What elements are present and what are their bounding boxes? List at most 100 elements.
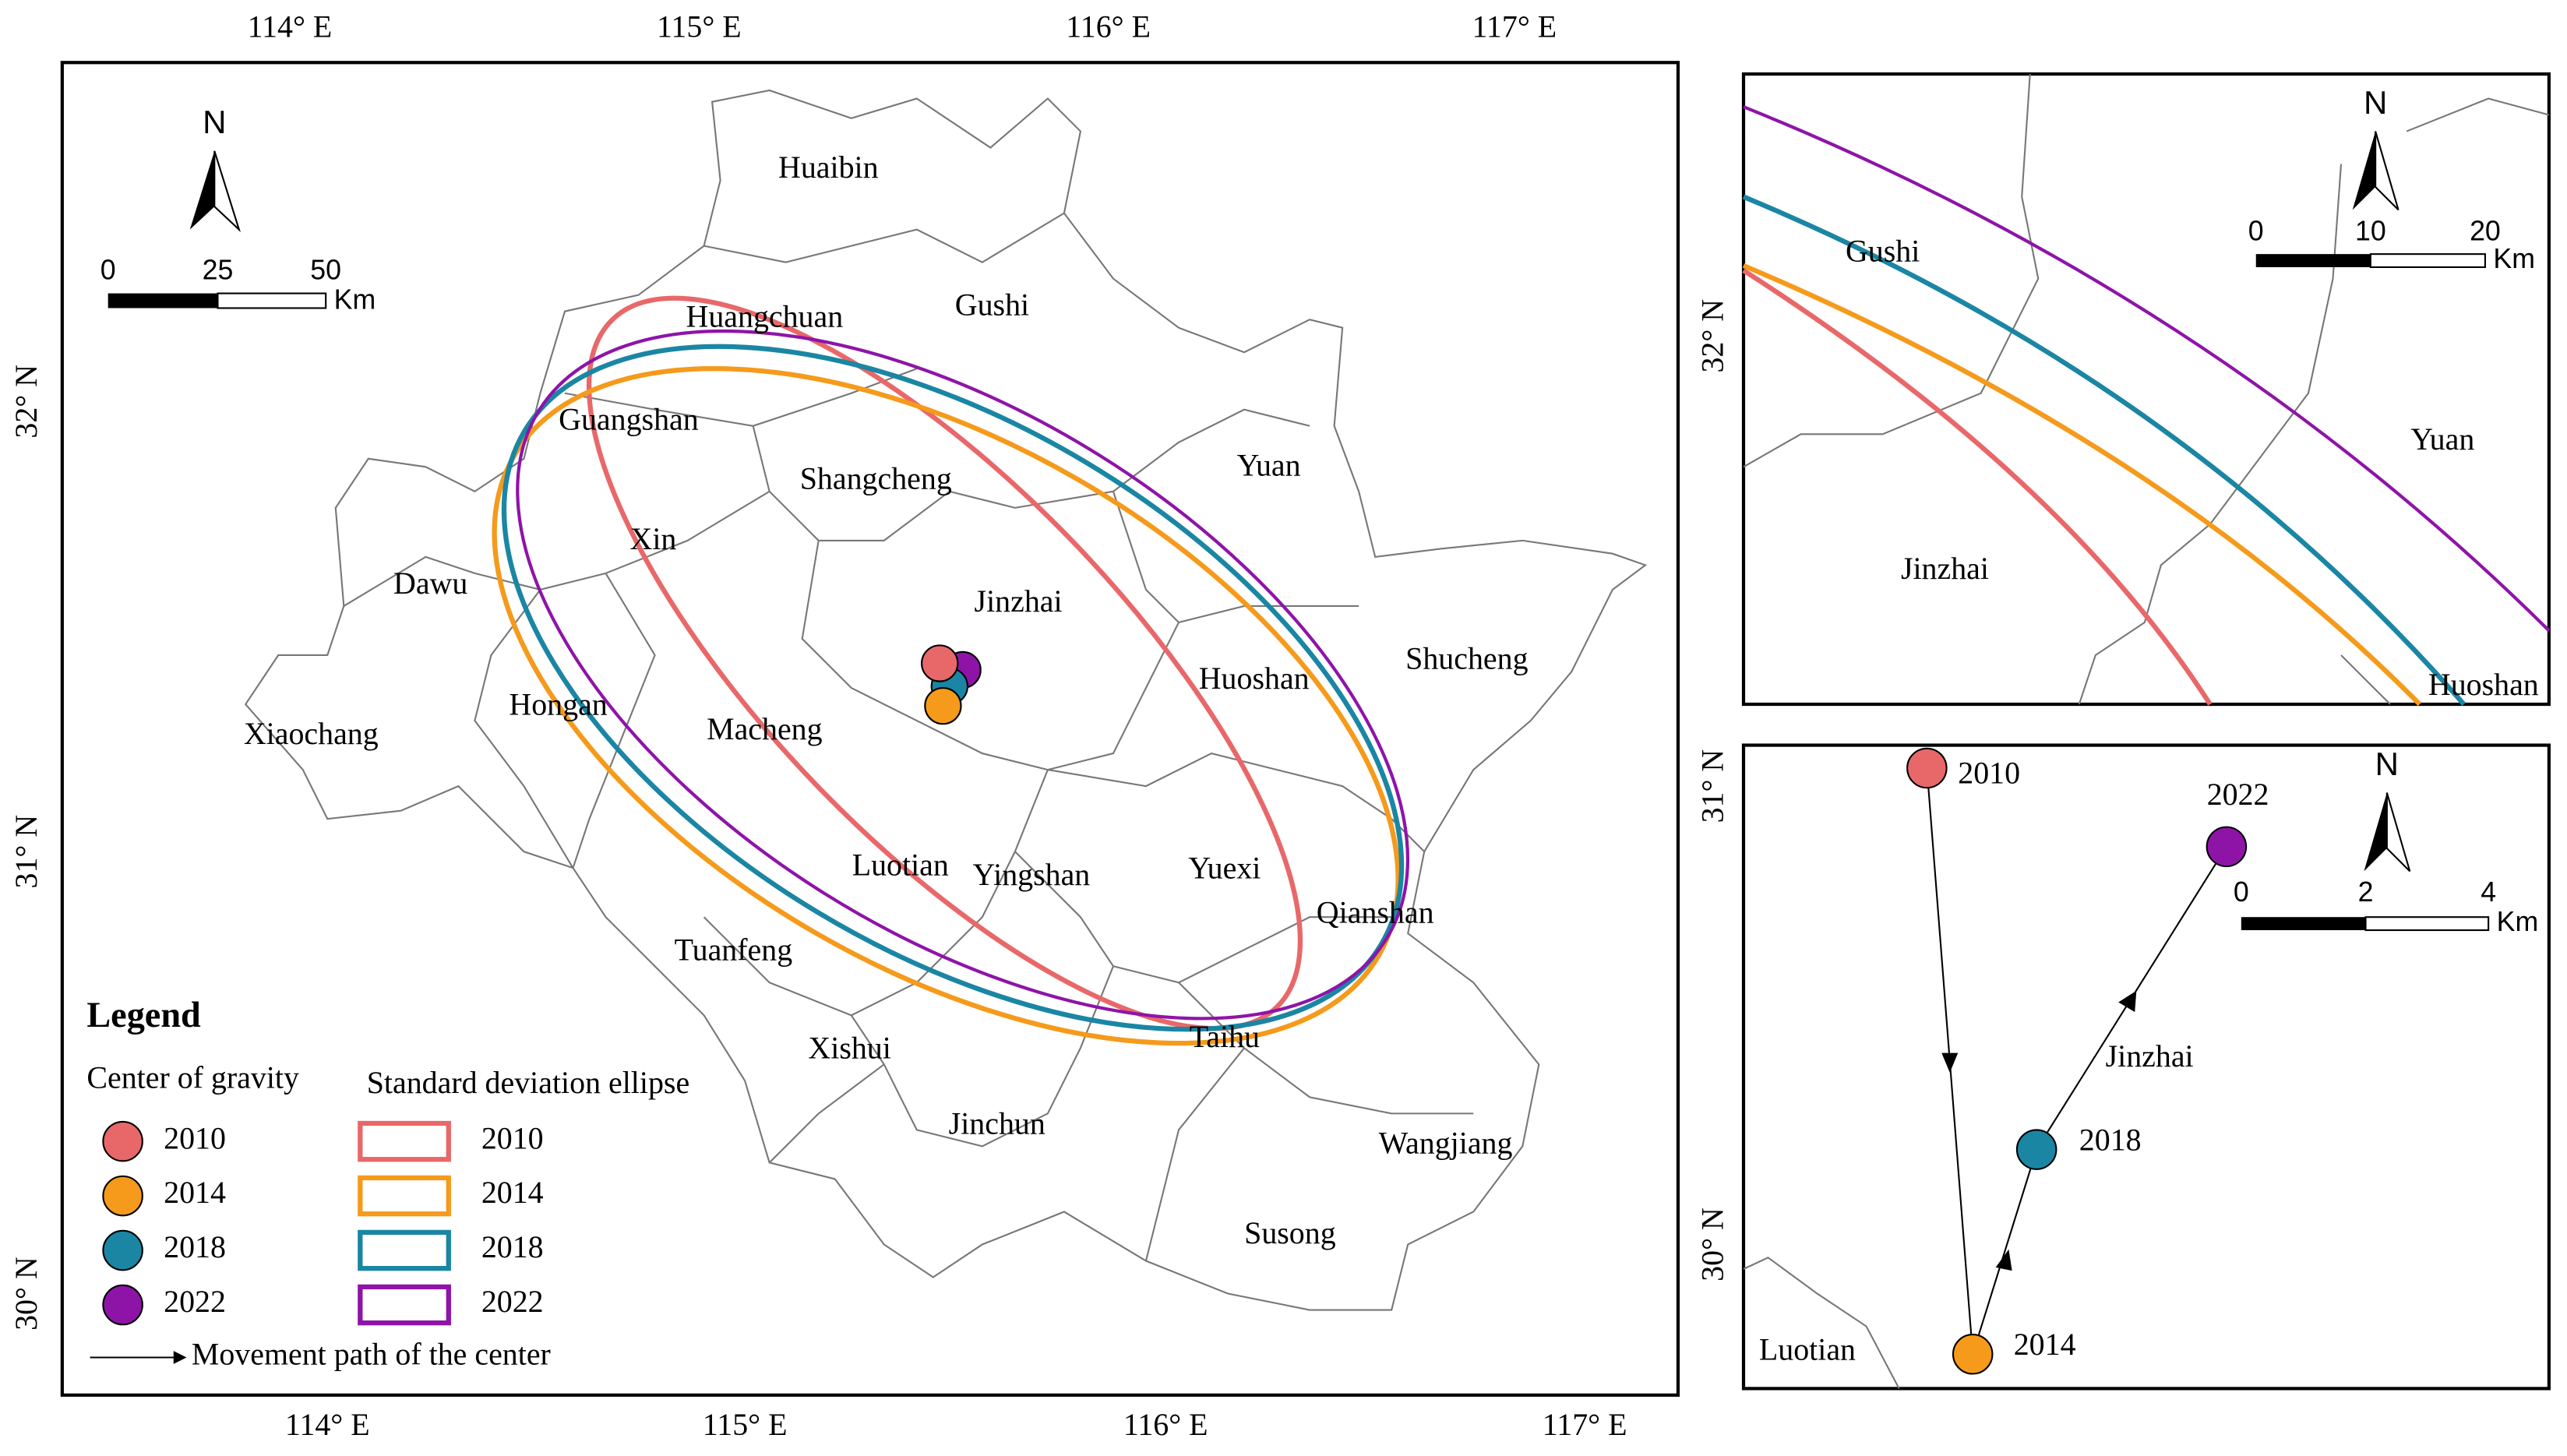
place-label: Yuexi (1188, 851, 1261, 886)
place-label: Yingshan (973, 857, 1091, 892)
lat-label: 30° N (1694, 1207, 1730, 1281)
center-2010 (921, 644, 959, 682)
place-label: Yuan (2410, 421, 2474, 457)
legend-symbol (102, 1120, 143, 1162)
place-label: Jinzhai (2106, 1038, 2194, 1073)
place-label: Luotian (852, 847, 949, 882)
lat-label: 32° N (9, 365, 44, 439)
place-label: Huaibin (778, 150, 879, 185)
lat-label: 31° N (9, 815, 44, 889)
place-label: Gushi (955, 287, 1029, 323)
place-label: Taihu (1190, 1019, 1260, 1054)
legend-symbol (102, 1284, 143, 1326)
inset-path: 2010 2022 2018 2014 Jinzhai Luotian 31° … (1694, 743, 2551, 1391)
legend-label: 2022 (481, 1284, 544, 1319)
center-2018 (2015, 1129, 2057, 1170)
legend-symbol (102, 1229, 143, 1271)
place-label: Guangshan (559, 402, 699, 437)
place-label: Luotian (1759, 1331, 1856, 1366)
center-2014 (924, 686, 962, 725)
legend-symbol (358, 1175, 451, 1217)
place-label: Huoshan (1199, 661, 1310, 696)
place-label: Huangchuan (686, 298, 844, 333)
legend-title: Legend (86, 995, 201, 1035)
scale-unit: Km (2493, 243, 2535, 274)
scale-label: 50 (310, 255, 341, 286)
point-label: 2010 (1958, 756, 2020, 791)
place-label: Hongan (509, 686, 607, 721)
scale-unit: Km (334, 284, 376, 316)
place-label: Jinchun (949, 1105, 1045, 1140)
scale-label: 20 (2470, 215, 2501, 246)
lat-label: 30° N (9, 1257, 44, 1331)
legend-path-label: Movement path of the center (192, 1337, 551, 1372)
place-label: Qianshan (1317, 894, 1434, 929)
legend-label: 2018 (481, 1229, 544, 1264)
place-label: Susong (1244, 1215, 1336, 1250)
legend: Legend Center of gravity Standard deviat… (86, 995, 689, 1372)
place-label: Xin (630, 521, 677, 556)
ellipse-2010 (1742, 268, 2213, 706)
lon-label: 114° E (248, 9, 333, 44)
place-label: Shangcheng (800, 460, 952, 495)
place-label: Wangjiang (1379, 1126, 1513, 1161)
legend-label: 2010 (164, 1120, 226, 1155)
ellipse-2010 (586, 295, 1303, 1031)
legend-symbol (358, 1284, 451, 1326)
lon-label: 116° E (1123, 1407, 1208, 1442)
main-map: 114° E 115° E 116° E 117° E 114° E 115° … (9, 9, 1680, 1442)
point-label: 2018 (2079, 1122, 2142, 1157)
scale-label: 0 (2234, 876, 2249, 908)
lon-label: 116° E (1066, 9, 1151, 44)
legend-symbol (358, 1120, 451, 1162)
legend-symbol (102, 1175, 143, 1217)
place-label: Macheng (707, 711, 823, 746)
north-arrow: N (189, 104, 241, 233)
ellipse-2022 (516, 329, 1410, 1021)
center-2010 (1906, 747, 1948, 789)
scale-label: 4 (2481, 876, 2496, 908)
scale-label: 0 (2248, 215, 2264, 246)
std-ellipses (492, 295, 1410, 1046)
place-label: Gushi (1846, 233, 1920, 268)
boundaries (244, 89, 1648, 1311)
north-label: N (2364, 84, 2387, 121)
scale-label: 2 (2358, 876, 2374, 908)
place-label: Jinzhai (975, 583, 1063, 619)
lon-label: 117° E (1472, 9, 1557, 44)
lat-label: 32° N (1694, 299, 1730, 373)
place-label: Jinzhai (1901, 551, 1989, 586)
inset-ellipse: 32° N N 0 10 20 Km Gushi Yuan Jinzhai Hu… (1694, 72, 2551, 707)
lon-label: 114° E (285, 1407, 370, 1442)
ellipse-2018 (1742, 194, 2466, 707)
place-label: Huoshan (2428, 667, 2539, 702)
north-label: N (2375, 746, 2399, 782)
legend-label: 2014 (164, 1175, 226, 1210)
place-label: Xishui (808, 1031, 890, 1066)
north-label: N (203, 104, 226, 140)
place-label: Tuanfeng (675, 932, 793, 968)
scale-label: 0 (100, 255, 116, 286)
ellipse-2014 (1742, 263, 2422, 707)
place-label: Yuan (1237, 448, 1301, 483)
scale-label: 10 (2355, 215, 2386, 246)
center-2022 (2206, 826, 2248, 868)
lon-label: 117° E (1543, 1407, 1627, 1442)
ellipse-2022 (1743, 105, 2551, 632)
lat-label: 31° N (1694, 749, 1730, 823)
legend-label: 2014 (481, 1175, 544, 1210)
place-label: Dawu (393, 566, 467, 601)
lon-label: 115° E (657, 9, 742, 44)
legend-label: 2022 (164, 1284, 226, 1319)
place-label: Xiaochang (244, 716, 379, 751)
legend-heading: Standard deviation ellipse (367, 1065, 689, 1100)
point-label: 2014 (2014, 1327, 2076, 1362)
scale-unit: Km (2497, 906, 2539, 937)
center-2014 (1952, 1334, 1994, 1375)
legend-symbol (358, 1229, 451, 1271)
scale-bar: 0 25 50 Km (100, 255, 376, 316)
legend-heading: Center of gravity (86, 1060, 299, 1095)
lon-label: 115° E (703, 1407, 788, 1442)
legend-label: 2010 (481, 1120, 544, 1155)
